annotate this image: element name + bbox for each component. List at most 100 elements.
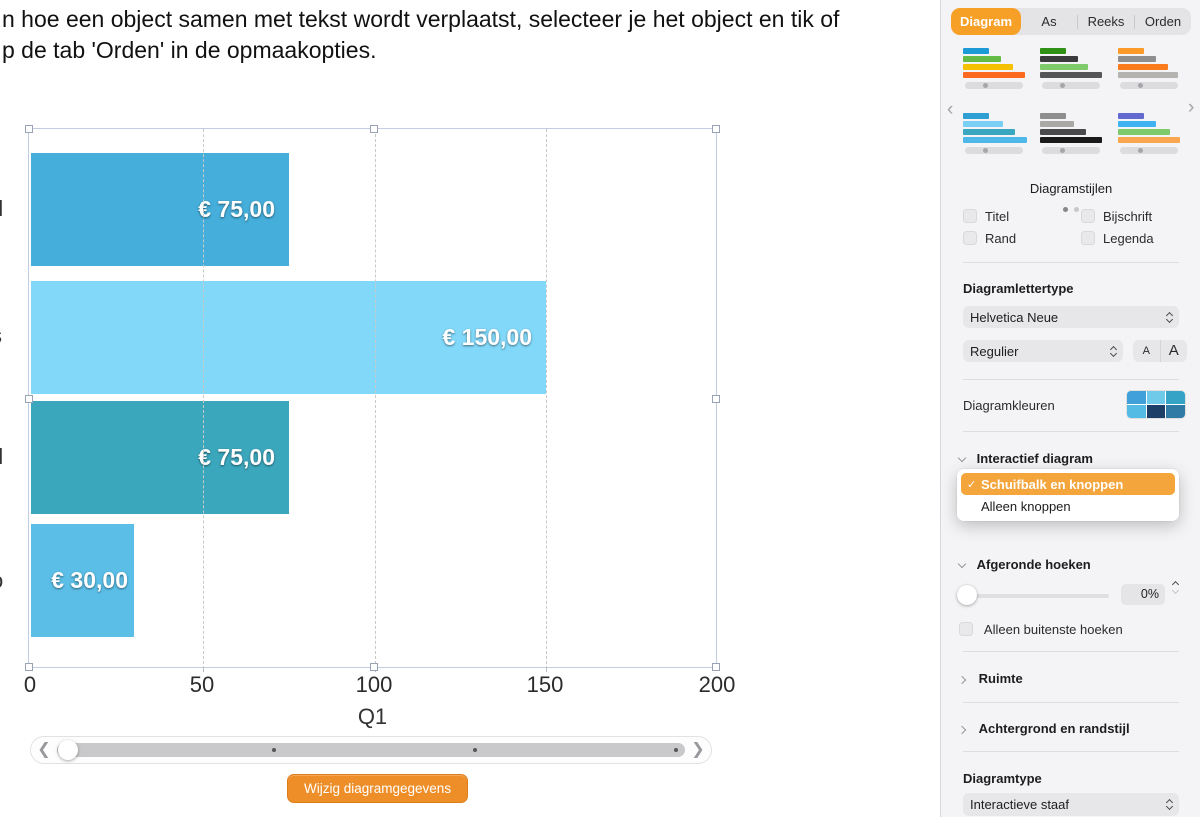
- background-section-header[interactable]: Achtergrond en randstijl: [957, 721, 1130, 736]
- scroll-left-icon[interactable]: ❮: [37, 741, 51, 758]
- thumbnail-bar: [1040, 72, 1103, 78]
- styles-next-icon[interactable]: ›: [1188, 97, 1195, 118]
- chart-style-thumbnail[interactable]: [963, 48, 1029, 103]
- chart-style-thumbnail[interactable]: [1040, 48, 1106, 103]
- axis-group-label: Q1: [357, 704, 388, 729]
- swatch-color-cell: [1166, 405, 1185, 418]
- checkmark-icon: ✓: [967, 478, 977, 491]
- chart-bar[interactable]: € 75,00: [31, 153, 289, 266]
- axis-tick-label: 100: [355, 672, 393, 697]
- thumbnail-bar: [963, 113, 989, 119]
- thumbnail-scrollbar-dot: [1060, 148, 1066, 153]
- selection-handle[interactable]: [25, 125, 33, 133]
- checkbox-icon[interactable]: [963, 231, 977, 245]
- checkbox-alleen-buitenste-hoeken[interactable]: Alleen buitenste hoeken: [959, 622, 1123, 642]
- styles-page-dots[interactable]: [941, 200, 1200, 215]
- thumbnail-bar: [1117, 64, 1168, 70]
- scrollbar-track[interactable]: [57, 740, 685, 760]
- slider-knob[interactable]: [957, 585, 977, 605]
- menu-item-alleen-knoppen[interactable]: Alleen knoppen: [981, 498, 1071, 514]
- stepper-down-icon[interactable]: [1171, 586, 1180, 595]
- tab-reeks[interactable]: Reeks: [1087, 14, 1125, 29]
- checkbox-icon[interactable]: [1081, 231, 1095, 245]
- chart-style-thumbnail[interactable]: [963, 113, 1029, 168]
- checkbox-bijschrift[interactable]: Bijschrift: [1081, 209, 1152, 229]
- thumbnail-bar: [1117, 129, 1170, 135]
- disclosure-open-icon: [957, 559, 967, 569]
- bar-value-label: € 150,00: [442, 324, 532, 350]
- bar-value-label: € 30,00: [51, 567, 128, 593]
- chart-bar[interactable]: € 150,00: [31, 281, 546, 394]
- category-label-fragment: o: [0, 568, 8, 594]
- rounded-corners-slider[interactable]: [961, 594, 1109, 598]
- chart-style-thumbnail[interactable]: [1117, 48, 1184, 103]
- swatch-color-cell: [1166, 391, 1185, 404]
- tab-as[interactable]: As: [1041, 14, 1057, 29]
- checkbox-titel[interactable]: Titel: [963, 209, 1009, 229]
- font-section-heading: Diagramlettertype: [963, 281, 1074, 296]
- thumbnail-bar: [1040, 129, 1087, 135]
- chart-style-thumbnail[interactable]: [1117, 113, 1184, 168]
- font-size-segment: A A: [1133, 340, 1187, 362]
- selection-handle[interactable]: [370, 663, 378, 671]
- checkbox-legenda[interactable]: Legenda: [1081, 231, 1154, 251]
- selection-handle[interactable]: [370, 125, 378, 133]
- disclosure-closed-icon: [957, 725, 967, 735]
- thumbnail-bar: [1117, 113, 1144, 119]
- divider: [963, 379, 1179, 380]
- thumbnail-bar: [1117, 72, 1178, 78]
- intro-line-2: p de tab 'Orden' in de opmaakopties.: [2, 37, 377, 63]
- thumbnail-scrollbar-dot: [983, 83, 988, 88]
- divider: [963, 702, 1179, 703]
- ruimte-section-header[interactable]: Ruimte: [957, 671, 1023, 686]
- selection-handle[interactable]: [712, 663, 720, 671]
- thumbnail-bar: [1117, 121, 1156, 127]
- tab-diagram[interactable]: Diagram: [951, 8, 1021, 35]
- thumbnail-bar: [1040, 48, 1067, 54]
- rounded-corners-value[interactable]: 0%: [1121, 584, 1165, 605]
- font-family-select[interactable]: Helvetica Neue: [963, 306, 1179, 328]
- selection-handle[interactable]: [712, 395, 720, 403]
- decrease-font-button[interactable]: A: [1133, 340, 1161, 362]
- scrollbar-dot: [271, 748, 276, 752]
- checkbox-icon[interactable]: [959, 622, 973, 636]
- axis-tick-label: 50: [189, 672, 215, 697]
- chart-bar[interactable]: € 30,00: [31, 524, 134, 637]
- checkbox-icon[interactable]: [963, 209, 977, 223]
- thumbnail-scrollbar: [1119, 147, 1178, 154]
- styles-prev-icon[interactable]: ‹: [947, 99, 954, 120]
- thumbnail-bar: [1040, 137, 1103, 143]
- category-label-fragment: d: [0, 444, 8, 470]
- updown-chevron-icon: [1165, 311, 1174, 323]
- scroll-right-icon[interactable]: ❯: [691, 741, 705, 758]
- swatch-color-cell: [1146, 405, 1166, 418]
- rounded-corners-stepper[interactable]: [1171, 580, 1180, 595]
- format-sidebar: Diagram As Reeks Orden ‹ › Diagramstijle…: [940, 0, 1200, 817]
- intro-line-1: n hoe een object samen met tekst wordt v…: [2, 6, 840, 32]
- bar-value-label: € 75,00: [198, 444, 275, 470]
- thumbnail-bar: [1040, 56, 1079, 62]
- thumbnail-scrollbar: [1042, 82, 1101, 89]
- rounded-corners-section-header[interactable]: Afgeronde hoeken: [957, 557, 1091, 572]
- checkbox-icon[interactable]: [1081, 209, 1095, 223]
- tab-orden[interactable]: Orden: [1144, 14, 1182, 29]
- selection-handle[interactable]: [712, 125, 720, 133]
- selection-handle[interactable]: [25, 395, 33, 403]
- disclosure-closed-icon: [957, 675, 967, 685]
- chart-style-thumbnail[interactable]: [1040, 113, 1106, 168]
- chart-selection-frame[interactable]: € 75,00 € 150,00 € 75,00 € 30,00: [25, 125, 720, 672]
- checkbox-rand[interactable]: Rand: [963, 231, 1016, 251]
- selection-handle[interactable]: [25, 663, 33, 671]
- scrollbar-knob[interactable]: [58, 740, 78, 760]
- chart-colors-swatch[interactable]: [1127, 391, 1185, 418]
- font-weight-select[interactable]: Regulier: [963, 340, 1123, 362]
- chart-bar[interactable]: € 75,00: [31, 401, 289, 514]
- edit-chart-data-button[interactable]: Wijzig diagramgegevens: [287, 774, 469, 803]
- menu-item-schuifbalk-en-knoppen[interactable]: ✓ Schuifbalk en knoppen: [961, 473, 1175, 495]
- chart-type-select[interactable]: Interactieve staaf: [963, 793, 1179, 816]
- thumbnail-bar: [963, 56, 1001, 62]
- interactive-chart-popup-menu: ✓ Schuifbalk en knoppen Alleen knoppen: [957, 469, 1179, 521]
- chart-data-scrollbar[interactable]: ❮ ❯: [30, 736, 712, 764]
- interactive-chart-section-header[interactable]: Interactief diagram: [957, 451, 1093, 466]
- increase-font-button[interactable]: A: [1168, 342, 1179, 359]
